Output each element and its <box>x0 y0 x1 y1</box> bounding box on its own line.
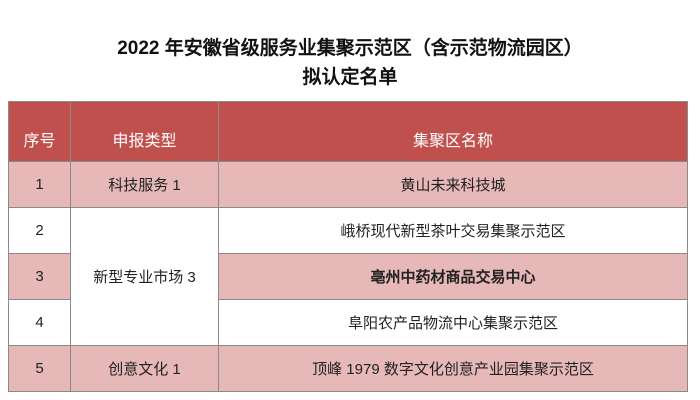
document-title: 2022 年安徽省级服务业集聚示范区（含示范物流园区） <box>117 38 583 59</box>
cell-no: 2 <box>8 207 71 254</box>
cell-type: 新型专业市场 3 <box>70 207 219 346</box>
table-row: 3 亳州中药材商品交易中心 <box>8 253 688 300</box>
cell-no: 1 <box>8 161 71 208</box>
cell-no: 3 <box>8 253 71 300</box>
document-subtitle: 拟认定名单 <box>302 67 398 88</box>
cell-type: 科技服务 1 <box>70 161 219 208</box>
table-header-row: 序号 申报类型 集聚区名称 <box>8 101 688 162</box>
cell-name: 顶峰 1979 数字文化创意产业园集聚示范区 <box>218 345 688 392</box>
cell-name: 亳州中药材商品交易中心 <box>218 253 688 300</box>
cell-no: 5 <box>8 345 71 392</box>
table-row: 2 新型专业市场 3 峨桥现代新型茶叶交易集聚示范区 <box>8 207 688 346</box>
cell-name: 峨桥现代新型茶叶交易集聚示范区 <box>218 207 688 254</box>
table-row: 4 阜阳农产品物流中心集聚示范区 <box>8 299 688 346</box>
header-name: 集聚区名称 <box>218 101 688 162</box>
cell-no: 4 <box>8 299 71 346</box>
header-type: 申报类型 <box>70 101 219 162</box>
table-row: 1 科技服务 1 黄山未来科技城 <box>8 161 688 208</box>
list-table: 序号 申报类型 集聚区名称 1 科技服务 1 黄山未来科技城 2 新型专业市场 … <box>8 101 688 392</box>
table-row: 5 创意文化 1 顶峰 1979 数字文化创意产业园集聚示范区 <box>8 345 688 392</box>
cell-name: 黄山未来科技城 <box>218 161 688 208</box>
cell-name: 阜阳农产品物流中心集聚示范区 <box>218 299 688 346</box>
header-no: 序号 <box>8 101 71 162</box>
cell-type: 创意文化 1 <box>70 345 219 392</box>
